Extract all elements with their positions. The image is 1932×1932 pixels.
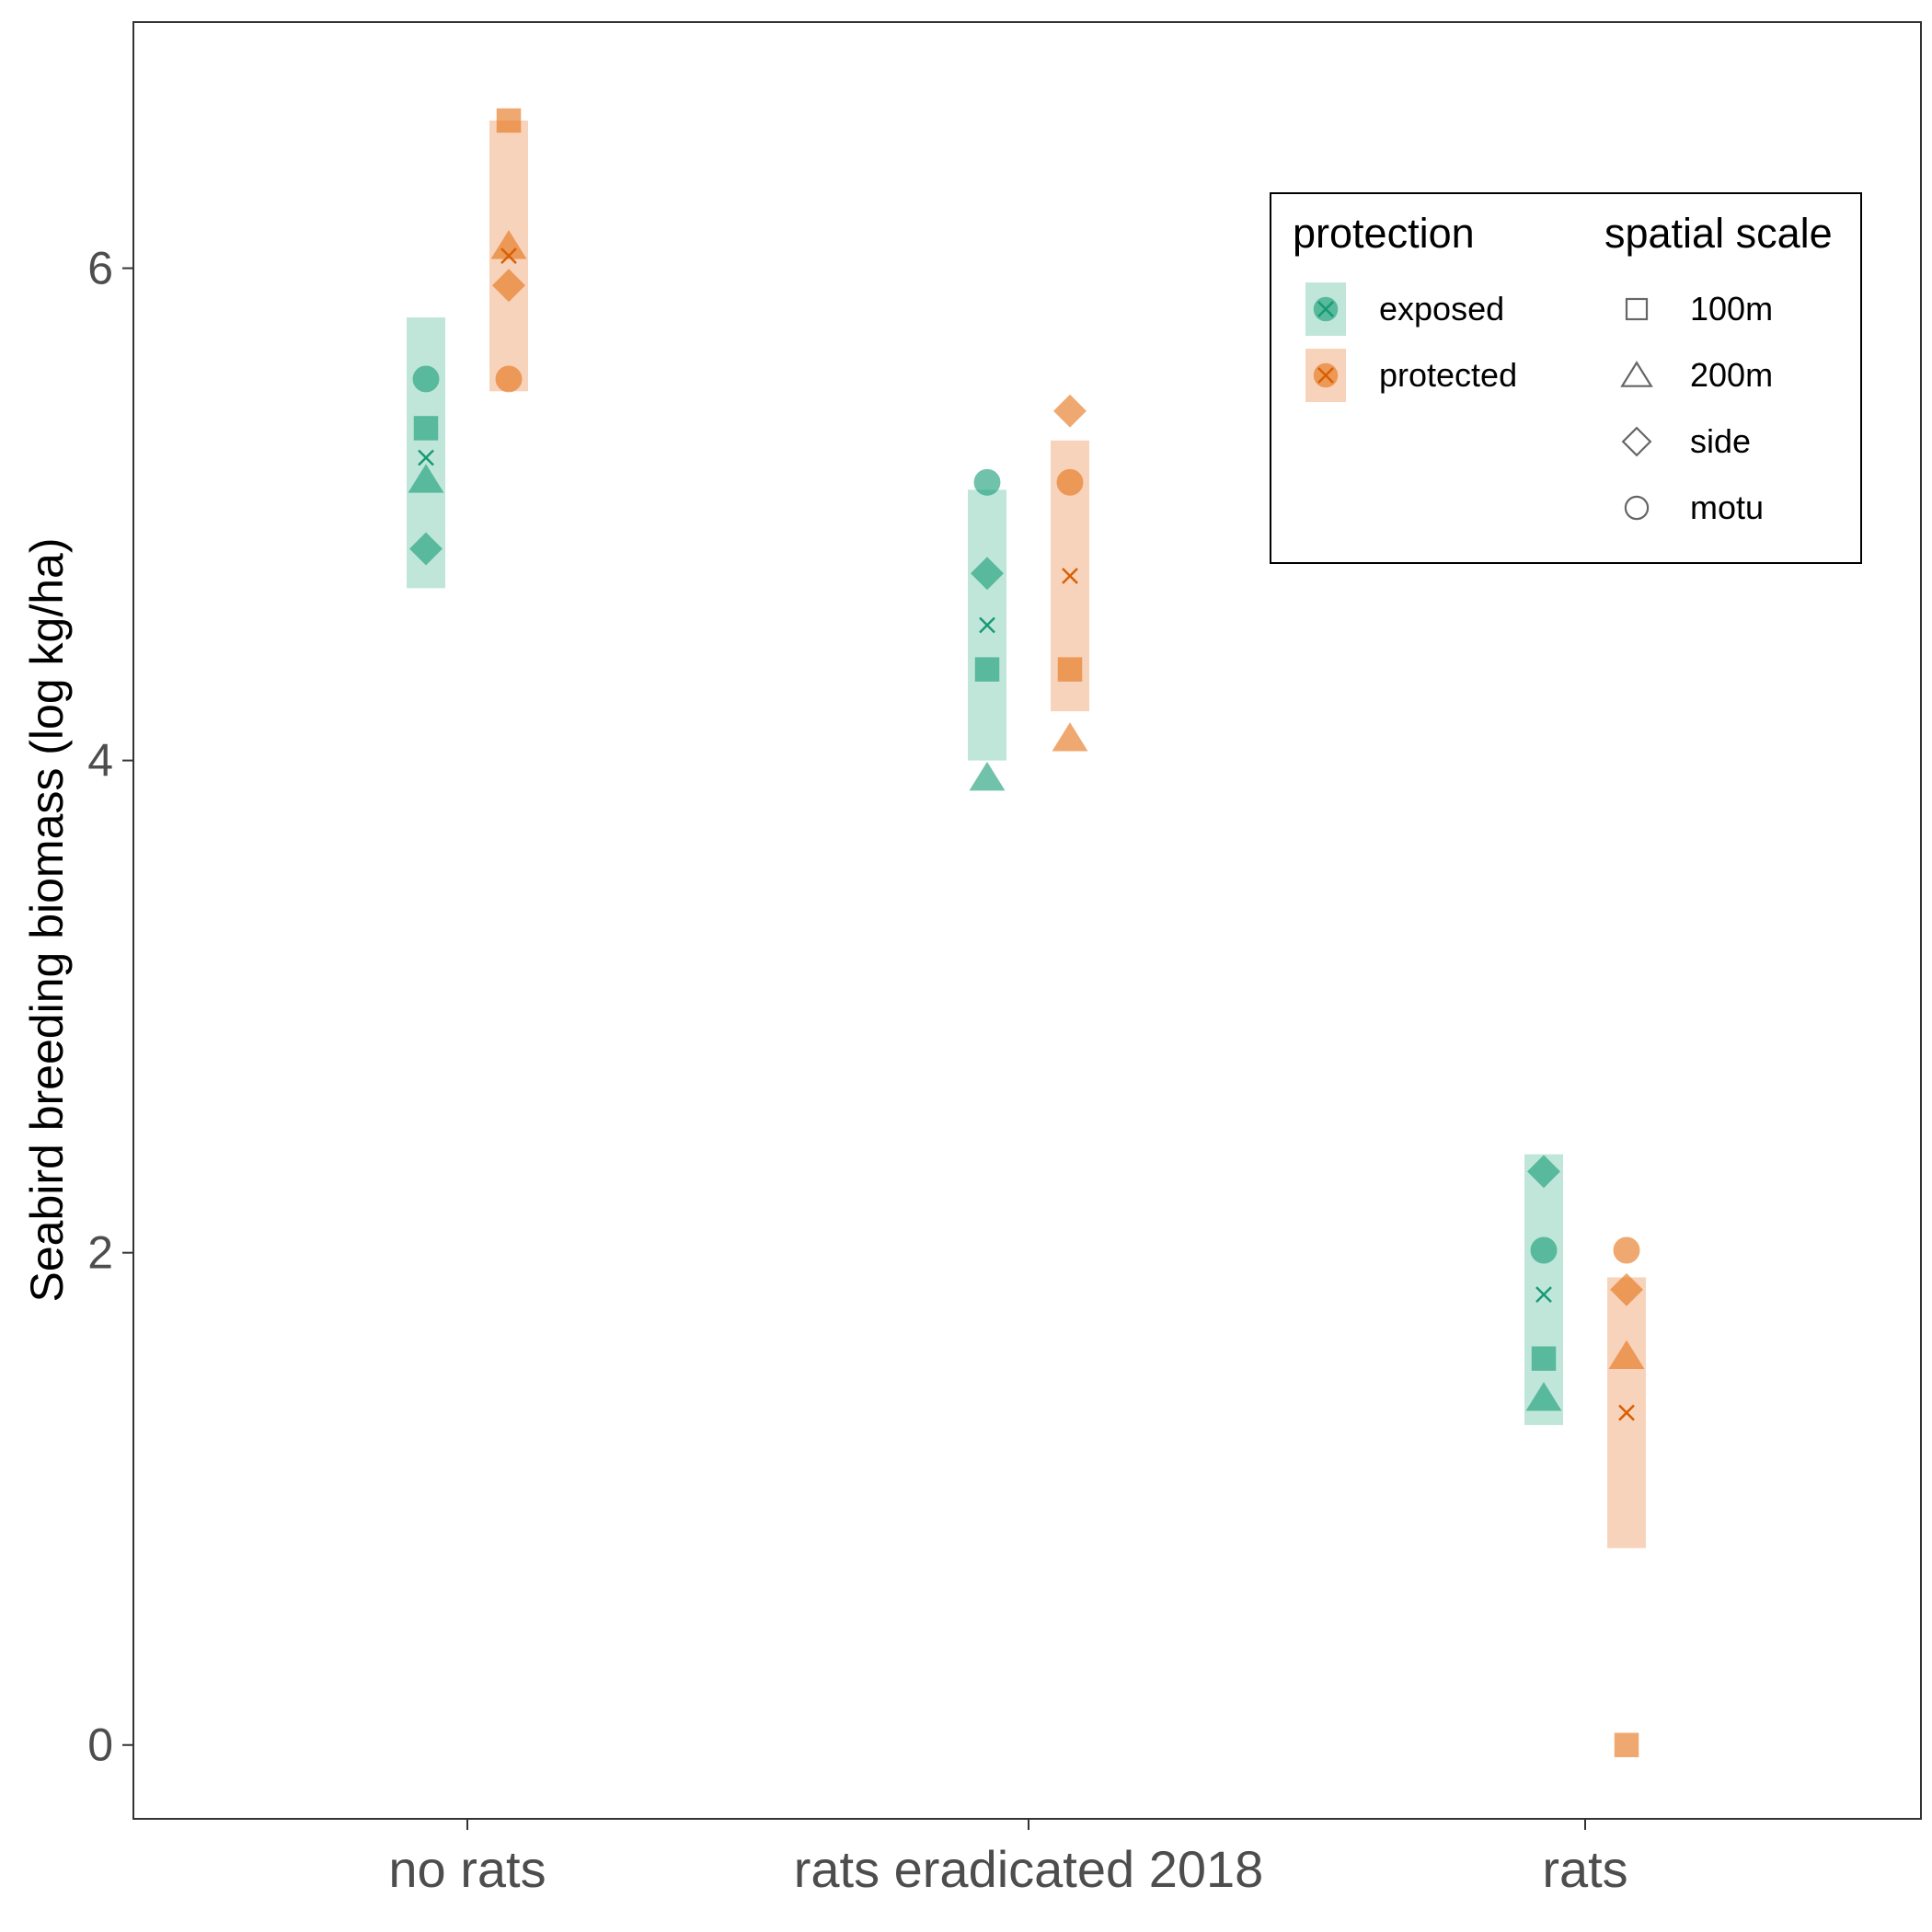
- legend-box: [1270, 192, 1862, 564]
- legend-label-exposed: exposed: [1379, 290, 1504, 328]
- x-tick-label: no rats: [388, 1840, 546, 1898]
- data-point-no-rats-protected-side: [492, 269, 525, 303]
- data-point-no-rats-protected-100m: [496, 108, 522, 133]
- legend-label-motu: motu: [1690, 489, 1764, 526]
- data-point-rats-eradicated-2018-protected-motu: [1056, 468, 1084, 496]
- legend-key-shape-motu: [1624, 495, 1650, 521]
- legend-label-100m: 100m: [1690, 290, 1773, 328]
- legend-label-200m: 200m: [1690, 356, 1773, 394]
- mean-marker-rats-eradicated-2018-protected: [1062, 568, 1078, 584]
- data-point-no-rats-exposed-200m: [408, 464, 444, 493]
- data-point-no-rats-exposed-100m: [413, 416, 439, 441]
- data-point-rats-eradicated-2018-exposed-100m: [974, 657, 1000, 682]
- legend-key-mean-stroke: [1317, 367, 1334, 384]
- data-point-no-rats-protected-200m: [490, 230, 527, 259]
- data-point-rats-protected-100m: [1614, 1732, 1639, 1757]
- data-point-rats-exposed-100m: [1531, 1346, 1557, 1371]
- mean-marker-stroke: [1535, 1286, 1552, 1304]
- data-point-rats-protected-side: [1610, 1272, 1643, 1306]
- legend-title-spatial-scale: spatial scale: [1604, 210, 1833, 257]
- legend-label-protected: protected: [1379, 356, 1517, 394]
- y-tick-label: 4: [87, 735, 113, 787]
- legend-key-shape-side: [1621, 426, 1652, 457]
- data-point-rats-eradicated-2018-protected-side: [1053, 394, 1087, 428]
- data-point-rats-exposed-200m: [1525, 1382, 1562, 1411]
- y-tick-label: 0: [87, 1719, 113, 1771]
- mean-marker-stroke: [1618, 1404, 1635, 1421]
- mean-marker-rats-exposed: [1535, 1286, 1552, 1304]
- legend: protection exposed protected spatial scale 1…: [1270, 192, 1862, 564]
- plot-area: [407, 108, 1646, 1757]
- plot-panel-border: [132, 21, 1922, 1820]
- x-axis: no rats rats eradicated 2018 rats: [388, 1819, 1628, 1898]
- legend-label-side: side: [1690, 422, 1751, 460]
- x-tick-label: rats eradicated 2018: [794, 1840, 1264, 1898]
- mean-marker-rats-protected: [1618, 1404, 1635, 1421]
- mean-marker-no-rats-exposed: [418, 449, 434, 466]
- data-point-rats-protected-200m: [1608, 1340, 1645, 1370]
- data-point-rats-eradicated-2018-protected-100m: [1057, 657, 1083, 682]
- legend-title-protection: protection: [1293, 210, 1475, 257]
- data-point-rats-eradicated-2018-protected-200m: [1052, 722, 1088, 752]
- data-point-no-rats-protected-motu: [495, 365, 523, 393]
- y-axis-title: Seabird breeding biomass (log kg/ha): [21, 537, 73, 1302]
- data-point-rats-exposed-motu: [1530, 1236, 1558, 1264]
- data-point-rats-protected-motu: [1613, 1236, 1640, 1264]
- data-point-rats-eradicated-2018-exposed-side: [971, 557, 1004, 591]
- legend-key-mean-stroke: [1317, 301, 1334, 317]
- data-point-no-rats-exposed-side: [409, 532, 443, 566]
- x-tick-label: rats: [1542, 1840, 1627, 1898]
- mean-marker-stroke: [418, 449, 434, 466]
- mean-marker-stroke: [979, 616, 995, 634]
- mean-marker-rats-eradicated-2018-exposed: [979, 616, 995, 634]
- mean-marker-no-rats-protected: [500, 247, 517, 265]
- y-tick-label: 6: [87, 243, 113, 294]
- legend-key-shape-100m: [1625, 297, 1649, 321]
- data-point-no-rats-exposed-motu: [412, 365, 440, 393]
- data-point-rats-eradicated-2018-exposed-200m: [969, 761, 1006, 791]
- data-point-rats-exposed-side: [1527, 1155, 1560, 1189]
- data-point-rats-eradicated-2018-exposed-motu: [973, 468, 1001, 496]
- legend-key-shape-200m: [1620, 361, 1653, 387]
- mean-marker-stroke: [1062, 568, 1078, 584]
- range-band-rats-exposed: [1524, 1154, 1563, 1425]
- mean-marker-stroke: [500, 247, 517, 265]
- y-axis: 0 2 4 6: [87, 243, 133, 1771]
- y-tick-label: 2: [87, 1227, 113, 1279]
